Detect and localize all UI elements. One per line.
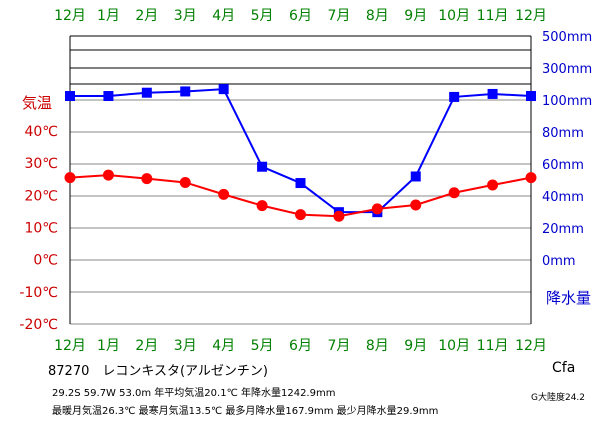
month-label-bottom: 1月 bbox=[97, 338, 120, 354]
month-label-bottom: 5月 bbox=[251, 338, 274, 354]
temperature-point bbox=[333, 210, 345, 222]
temperature-point bbox=[179, 176, 191, 188]
temperature-series bbox=[64, 169, 537, 222]
precipitation-point bbox=[141, 87, 152, 98]
month-label-bottom: 9月 bbox=[404, 338, 427, 354]
climate-class: Cfa bbox=[552, 360, 576, 376]
month-label-bottom: 2月 bbox=[135, 338, 158, 354]
month-label-bottom: 12月 bbox=[54, 338, 86, 354]
month-label-top: 4月 bbox=[212, 8, 235, 24]
month-label-top: 7月 bbox=[327, 8, 350, 24]
precipitation-point bbox=[295, 178, 306, 189]
temperature-tick-label: 0℃ bbox=[33, 253, 58, 269]
precipitation-series bbox=[65, 84, 536, 218]
precipitation-point bbox=[526, 91, 536, 102]
month-label-top: 3月 bbox=[174, 8, 197, 24]
month-label-top: 9月 bbox=[404, 8, 427, 24]
bottom-month-labels: 12月 1月 2月 3月 4月 5月 6月 7月 8月 9月 10月 11月 12月 bbox=[54, 338, 547, 354]
top-month-labels: 12月 1月 2月 3月 4月 5月 6月 7月 8月 9月 10月 11月 12月 bbox=[54, 8, 547, 24]
month-label-bottom: 6月 bbox=[289, 338, 312, 354]
temperature-point bbox=[487, 179, 499, 191]
precipitation-point bbox=[410, 171, 421, 182]
month-label-top: 12月 bbox=[515, 8, 547, 24]
station-details: 29.2S 59.7W 53.0m 年平均気温20.1℃ 年降水量1242.9m… bbox=[52, 388, 336, 399]
precipitation-axis-label: 降水量 bbox=[546, 289, 591, 307]
precipitation-point bbox=[257, 161, 268, 172]
precipitation-tick-label: 0mm bbox=[542, 254, 576, 269]
month-label-top: 1月 bbox=[97, 8, 120, 24]
month-label-top: 2月 bbox=[135, 8, 158, 24]
temperature-point bbox=[64, 172, 76, 184]
station-extremes: 最暖月気温26.3℃ 最寒月気温13.5℃ 最多月降水量167.9mm 最少月降… bbox=[52, 406, 439, 417]
precipitation-tick-label: 80mm bbox=[542, 126, 584, 141]
temperature-axis-label: 気温 bbox=[22, 94, 52, 112]
precipitation-point bbox=[180, 86, 191, 97]
precipitation-point bbox=[487, 88, 498, 99]
temperature-point bbox=[141, 173, 153, 185]
month-label-bottom: 4月 bbox=[212, 338, 235, 354]
precipitation-point bbox=[449, 91, 460, 102]
precipitation-point bbox=[65, 91, 75, 102]
month-label-top: 12月 bbox=[54, 8, 86, 24]
temperature-point bbox=[525, 172, 537, 184]
precipitation-point bbox=[103, 91, 114, 102]
month-label-top: 8月 bbox=[366, 8, 389, 24]
temperature-point bbox=[410, 199, 422, 211]
temperature-tick-label: 40℃ bbox=[24, 124, 58, 140]
month-label-bottom: 7月 bbox=[327, 338, 350, 354]
precipitation-tick-label: 500mm bbox=[542, 30, 592, 45]
temperature-axis-ticks: -20℃ -10℃ 0℃ 10℃ 20℃ 30℃ 40℃ bbox=[19, 124, 58, 333]
temperature-tick-label: 30℃ bbox=[24, 156, 58, 172]
month-label-bottom: 8月 bbox=[366, 338, 389, 354]
precipitation-tick-label: 20mm bbox=[542, 222, 584, 237]
precipitation-tick-label: 300mm bbox=[542, 62, 592, 77]
temperature-point bbox=[295, 209, 306, 221]
month-label-bottom: 12月 bbox=[515, 338, 547, 354]
month-label-bottom: 10月 bbox=[438, 338, 470, 354]
month-label-top: 11月 bbox=[477, 8, 509, 24]
month-label-top: 10月 bbox=[438, 8, 470, 24]
precipitation-axis-ticks: 0mm 20mm 40mm 60mm 80mm 100mm 300mm 500mm bbox=[542, 30, 592, 269]
precipitation-point bbox=[218, 84, 229, 95]
temperature-tick-label: -10℃ bbox=[19, 285, 58, 301]
temperature-point bbox=[256, 200, 268, 212]
temperature-point bbox=[102, 169, 114, 181]
station-name: 87270 レコンキスタ(アルゼンチン) bbox=[48, 364, 268, 379]
temperature-tick-label: -20℃ bbox=[19, 317, 58, 333]
precipitation-tick-label: 60mm bbox=[542, 158, 584, 173]
temperature-point bbox=[448, 187, 460, 199]
temperature-point bbox=[218, 188, 230, 200]
month-label-top: 5月 bbox=[251, 8, 274, 24]
month-label-top: 6月 bbox=[289, 8, 312, 24]
month-label-bottom: 3月 bbox=[174, 338, 197, 354]
temperature-tick-label: 10℃ bbox=[24, 221, 58, 237]
precipitation-tick-label: 100mm bbox=[542, 94, 592, 109]
precipitation-line bbox=[70, 88, 532, 214]
month-label-bottom: 11月 bbox=[477, 338, 509, 354]
precipitation-tick-label: 40mm bbox=[542, 190, 584, 205]
temperature-point bbox=[371, 203, 383, 215]
temperature-tick-label: 20℃ bbox=[24, 188, 58, 204]
continentality: G大陸度24.2 bbox=[531, 393, 586, 403]
